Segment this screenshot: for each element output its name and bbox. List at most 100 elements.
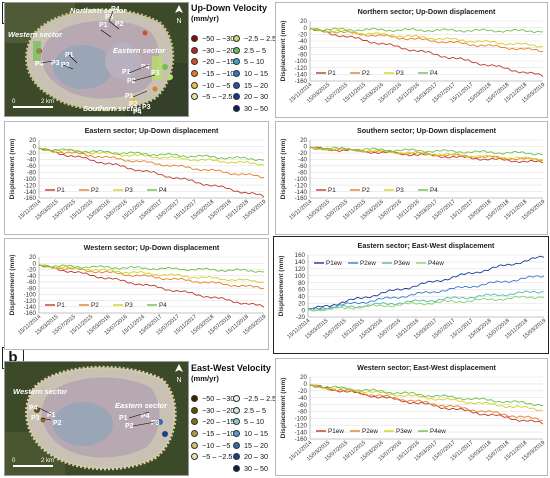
legend-label: −10 – −5 (202, 440, 231, 450)
legend-updown-unit: (mm/yr) (191, 14, 219, 23)
legend-label-P3: P3 (396, 187, 404, 194)
y-tick-label: 0 (302, 307, 306, 314)
y-tick-label: 140 (295, 259, 306, 266)
y-tick-label: -140 (295, 189, 308, 196)
legend-updown-entry: 2.5 – 5 (233, 45, 276, 57)
series-line-P1 (309, 28, 544, 77)
y-axis-label: Displacement (mm) (280, 378, 287, 439)
y-tick-label: -160 (295, 436, 308, 443)
y-tick-label: -120 (295, 182, 308, 189)
legend-updown-entry: 20 – 30 (233, 91, 276, 103)
legend-updown-entry: −15 – −10 (191, 68, 234, 80)
chart-title: Southern sector; Up-Down displacement (357, 126, 497, 135)
legend-label: −2.5 – 2.5 (244, 34, 277, 44)
legend-swatch (233, 93, 240, 101)
legend-swatch (233, 104, 240, 112)
svg-text:P1: P1 (125, 93, 134, 100)
legend-label: −20 – −15 (202, 417, 235, 427)
y-tick-label: -100 (295, 176, 308, 183)
legend-updown-entry: −30 – −20 (191, 45, 234, 57)
y-tick-label: -140 (24, 304, 37, 311)
y-tick-label: -100 (295, 416, 308, 423)
chart-title: Northern sector; Up-Down displacement (358, 7, 496, 16)
svg-text:P3: P3 (151, 420, 160, 427)
legend-label-P4ew: P4ew (430, 428, 446, 435)
map-updown: N 0 2 km Northern sector Eastern sector … (4, 2, 189, 117)
y-tick-label: -160 (295, 78, 308, 85)
legend-swatch (191, 395, 198, 403)
legend-label-P3ew: P3ew (394, 260, 410, 267)
legend-eastwest-title: East-West Velocity (191, 363, 271, 373)
legend-label-P1ew: P1ew (326, 260, 342, 267)
y-tick-label: -160 (24, 310, 37, 317)
legend-updown-entry: −10 – −5 (191, 79, 234, 91)
series-line-P1 (38, 147, 265, 198)
svg-text:P4: P4 (29, 405, 38, 412)
y-tick-label: 60 (298, 287, 305, 294)
sector-southern: Southern sector (83, 104, 142, 113)
legend-updown: Up-Down Velocity (mm/yr) −50 – −30 −30 – … (191, 3, 276, 116)
legend-swatch (191, 430, 198, 438)
legend-swatch (191, 81, 198, 89)
svg-text:P4: P4 (141, 413, 150, 420)
svg-text:P1: P1 (122, 69, 131, 76)
svg-text:P3: P3 (151, 70, 160, 77)
y-tick-label: 20 (300, 137, 307, 144)
legend-label: −20 – −15 (202, 57, 235, 67)
y-tick-label: -80 (298, 169, 308, 176)
legend-eastwest-entry: 20 – 30 (233, 451, 276, 463)
series-line-P2 (309, 146, 544, 162)
y-tick-label: 20 (300, 18, 307, 25)
y-tick-label: -160 (24, 195, 37, 202)
legend-label-P1: P1 (328, 70, 336, 77)
y-tick-label: -100 (24, 292, 37, 299)
y-tick-label: -40 (298, 38, 308, 45)
legend-eastwest-entry: 30 – 50 (233, 463, 276, 475)
legend-eastwest-entry: −30 – −20 (191, 405, 234, 417)
chart-eastern-eastwest: Eastern sector; East-West displacement 16… (273, 236, 549, 354)
legend-label: 15 – 20 (244, 80, 268, 90)
legend-swatch (233, 453, 240, 461)
svg-text:P1: P1 (47, 412, 56, 419)
y-tick-label: -80 (27, 169, 37, 176)
legend-eastwest-entry: −50 – −30 (191, 393, 234, 405)
series-line-P1ew (307, 255, 545, 311)
y-tick-label: 0 (304, 25, 308, 32)
svg-text:P3: P3 (31, 415, 40, 422)
svg-text:P3: P3 (142, 104, 151, 111)
y-axis-label: Displacement (mm) (280, 139, 287, 200)
legend-label-P4: P4 (159, 187, 167, 194)
series-line-P1ew (309, 384, 544, 425)
chart-western-updown: Western sector; Up-Down displacement 20 0-… (4, 238, 269, 350)
legend-label: 2.5 – 5 (244, 45, 266, 55)
legend-updown-entry: −50 – −30 (191, 33, 234, 45)
sector-northern: Northern sector (70, 6, 127, 15)
y-tick-label: -100 (295, 58, 308, 65)
legend-swatch (233, 46, 240, 54)
legend-swatch (191, 453, 198, 461)
series-line-P3 (309, 28, 544, 48)
satellite-map-eastwest: N 0 2 km Western sector Eastern sector P… (5, 362, 188, 475)
svg-text:P3: P3 (51, 60, 60, 67)
legend-label: −15 – −10 (202, 429, 235, 439)
legend-updown-entry: 5 – 10 (233, 56, 276, 68)
y-tick-label: -120 (24, 298, 37, 305)
legend-label: 20 – 30 (244, 92, 268, 102)
y-tick-label: 40 (298, 294, 305, 301)
legend-label-P3: P3 (396, 70, 404, 77)
y-tick-label: 0 (304, 144, 308, 151)
legend-swatch (191, 441, 198, 449)
legend-label: 5 – 10 (244, 57, 264, 67)
legend-updown-entry: −20 – −15 (191, 56, 234, 68)
series-line-P3 (38, 264, 265, 284)
y-tick-label: -60 (27, 163, 37, 170)
legend-label-P1ew: P1ew (328, 428, 344, 435)
north-label: N (176, 377, 181, 384)
legend-swatch (233, 35, 240, 43)
legend-label-P3: P3 (125, 187, 133, 194)
legend-label: 5 – 10 (244, 417, 264, 427)
y-tick-label: -40 (298, 157, 308, 164)
y-tick-label: -120 (295, 65, 308, 72)
chart-title: Western sector; East-West displacement (357, 363, 496, 372)
legend-label: 20 – 30 (244, 452, 268, 462)
